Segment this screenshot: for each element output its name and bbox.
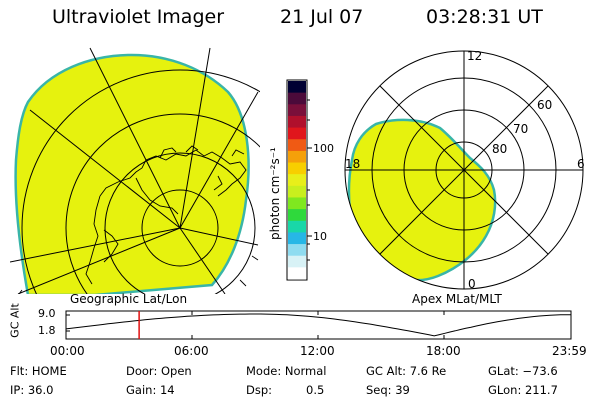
instrument-title: Ultraviolet Imager (52, 6, 225, 28)
colorbar-stripe (288, 185, 306, 199)
left-aurora-fill (14, 53, 250, 294)
status-gain: Gain: 14 (126, 383, 175, 397)
coastlines (85, 145, 247, 285)
magnetic-polar-plot: 12 18 6 0 60 70 80 (344, 49, 585, 291)
time-label: 03:28:31 UT (426, 6, 543, 28)
altitude-plot (65, 310, 572, 340)
status-ip: IP: 36.0 (10, 383, 54, 397)
altitude-plot-frame (65, 310, 572, 340)
mlt-label-0: 0 (468, 277, 476, 291)
colorbar-tick-10: 10 (313, 230, 327, 243)
mlat-label-60: 60 (537, 98, 552, 112)
left-edge-ticks (18, 255, 259, 294)
altitude-ylabel: GC Alt (8, 303, 22, 338)
xtick-0600: 06:00 (174, 344, 209, 358)
colorbar-frame (286, 79, 308, 281)
xtick-1800: 18:00 (426, 344, 461, 358)
colorbar-stripe (288, 232, 306, 245)
colorbar-stripe (288, 139, 306, 152)
colorbar-stripe (288, 267, 306, 280)
mlat-label-70: 70 (513, 122, 528, 136)
status-seq: Seq: 39 (366, 383, 410, 397)
colorbar-stripe (288, 197, 306, 210)
colorbar-stripe (288, 220, 306, 234)
colorbar-stripe (288, 115, 306, 129)
colorbar-stripe (288, 92, 306, 105)
altitude-ytick-9: 9.0 (38, 307, 56, 320)
geographic-map (10, 47, 260, 294)
colorbar-stripe (288, 150, 306, 164)
xtick-0000: 00:00 (50, 344, 85, 358)
mlt-label-12: 12 (467, 49, 482, 63)
colorbar-tick-100: 100 (313, 142, 334, 155)
date-label: 21 Jul 07 (280, 6, 364, 28)
left-map-caption: Geographic Lat/Lon (70, 292, 188, 306)
status-dsp-value: 0.5 (306, 383, 325, 397)
status-dsp-label: Dsp: (246, 383, 273, 397)
status-gc-alt: GC Alt: 7.6 Re (366, 364, 447, 378)
xtick-2359: 23:59 (552, 344, 587, 358)
colorbar-stripe (288, 162, 306, 175)
colorbar-unit-label: photon cm⁻²s⁻¹ (268, 147, 282, 240)
right-grid (344, 50, 584, 290)
altitude-curve (65, 313, 571, 337)
colorbar-stripe (288, 209, 306, 222)
status-door: Door: Open (126, 364, 192, 378)
colorbar: 100 10 photon cm⁻²s⁻¹ (268, 79, 334, 281)
mlt-label-18: 18 (345, 157, 360, 171)
mlt-label-6: 6 (577, 157, 585, 171)
colorbar-stripe (288, 174, 306, 187)
colorbar-stripe (288, 255, 306, 268)
colorbar-stripe (288, 104, 306, 117)
colorbar-stripe (288, 127, 306, 140)
altitude-ytick-1-8: 1.8 (38, 324, 56, 337)
status-mode: Mode: Normal (246, 364, 327, 378)
colorbar-stripe (288, 81, 306, 94)
mlat-label-80: 80 (492, 142, 507, 156)
status-glon: GLon: 211.7 (488, 383, 558, 397)
xtick-1200: 12:00 (300, 344, 335, 358)
colorbar-stripe (288, 244, 306, 257)
right-map-caption: Apex MLat/MLT (412, 292, 502, 306)
status-glat: GLat: −73.6 (488, 364, 558, 378)
status-flt: Flt: HOME (10, 364, 67, 378)
